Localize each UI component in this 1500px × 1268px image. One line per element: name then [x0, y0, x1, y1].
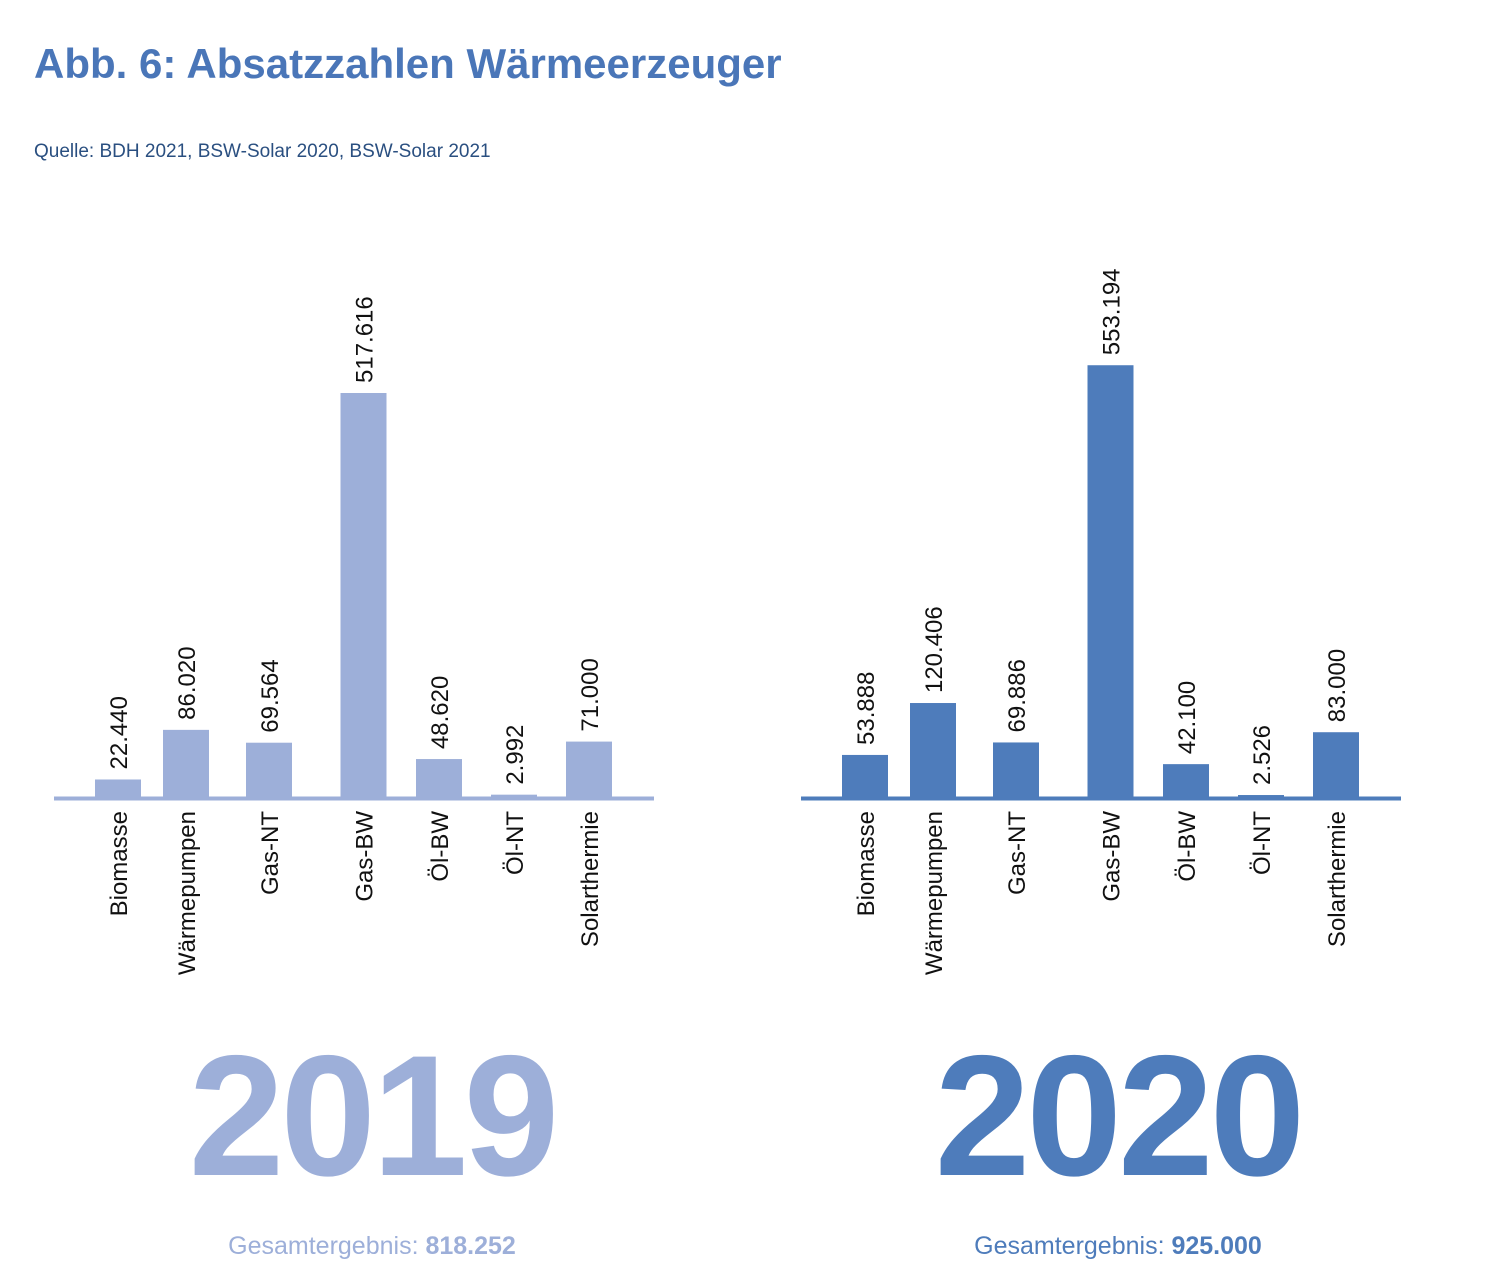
- data-label: 69.564: [257, 659, 284, 732]
- bar-gas-nt: [993, 742, 1039, 797]
- bar-wärmepumpen: [910, 703, 956, 797]
- category-label: Gas-NT: [1004, 811, 1031, 895]
- total-value: 818.252: [425, 1232, 516, 1260]
- total-result-2019: Gesamtergebnis: 818.252: [72, 1234, 672, 1259]
- category-label: Wärmepumpen: [174, 811, 201, 975]
- total-value: 925.000: [1171, 1232, 1262, 1260]
- bar-gas-bw: [1087, 365, 1134, 797]
- year-label-2020: 2020: [934, 1020, 1306, 1212]
- category-label: Öl-BW: [427, 811, 454, 882]
- bar-gas-bw: [340, 393, 387, 797]
- category-label: Gas-BW: [352, 811, 379, 902]
- data-label: 86.020: [174, 646, 201, 719]
- total-label: Gesamtergebnis:: [228, 1232, 426, 1260]
- data-label: 48.620: [427, 676, 454, 749]
- bar-öl-bw: [416, 759, 462, 797]
- data-label: 69.886: [1004, 659, 1031, 732]
- data-label: 53.888: [853, 672, 880, 745]
- bar-gas-nt: [246, 742, 292, 797]
- bar-öl-nt: [1238, 795, 1284, 797]
- data-label: 71.000: [577, 658, 604, 731]
- category-label: Solarthermie: [1324, 811, 1351, 947]
- category-label: Solarthermie: [577, 811, 604, 947]
- category-label: Biomasse: [853, 811, 880, 916]
- bar-solarthermie: [566, 741, 612, 797]
- category-label: Öl-BW: [1174, 811, 1201, 882]
- chart-title: Abb. 6: Absatzzahlen Wärmeerzeuger: [34, 40, 782, 87]
- category-label: Wärmepumpen: [921, 811, 948, 975]
- data-label: 517.616: [352, 296, 379, 383]
- category-label: Öl-NT: [1249, 811, 1276, 875]
- total-result-2020: Gesamtergebnis: 925.000: [818, 1234, 1418, 1259]
- bar-solarthermie: [1313, 732, 1359, 797]
- total-label: Gesamtergebnis:: [974, 1232, 1172, 1260]
- data-label: 42.100: [1174, 681, 1201, 754]
- bar-öl-bw: [1163, 764, 1209, 797]
- category-label: Gas-BW: [1099, 811, 1126, 902]
- category-label: Öl-NT: [502, 811, 529, 875]
- bar-biomasse: [95, 779, 141, 797]
- category-label: Biomasse: [106, 811, 133, 916]
- data-label: 553.194: [1099, 268, 1126, 355]
- data-label: 22.440: [106, 696, 133, 769]
- year-label-2019: 2019: [188, 1020, 560, 1212]
- data-label: 83.000: [1324, 649, 1351, 722]
- data-label: 2.992: [502, 725, 529, 785]
- category-label: Gas-NT: [257, 811, 284, 895]
- source-note: Quelle: BDH 2021, BSW-Solar 2020, BSW-So…: [34, 141, 491, 162]
- bar-wärmepumpen: [163, 729, 209, 797]
- data-label: 120.406: [921, 606, 948, 693]
- data-label: 2.526: [1249, 725, 1276, 785]
- bar-öl-nt: [491, 794, 537, 797]
- bar-biomasse: [842, 754, 888, 797]
